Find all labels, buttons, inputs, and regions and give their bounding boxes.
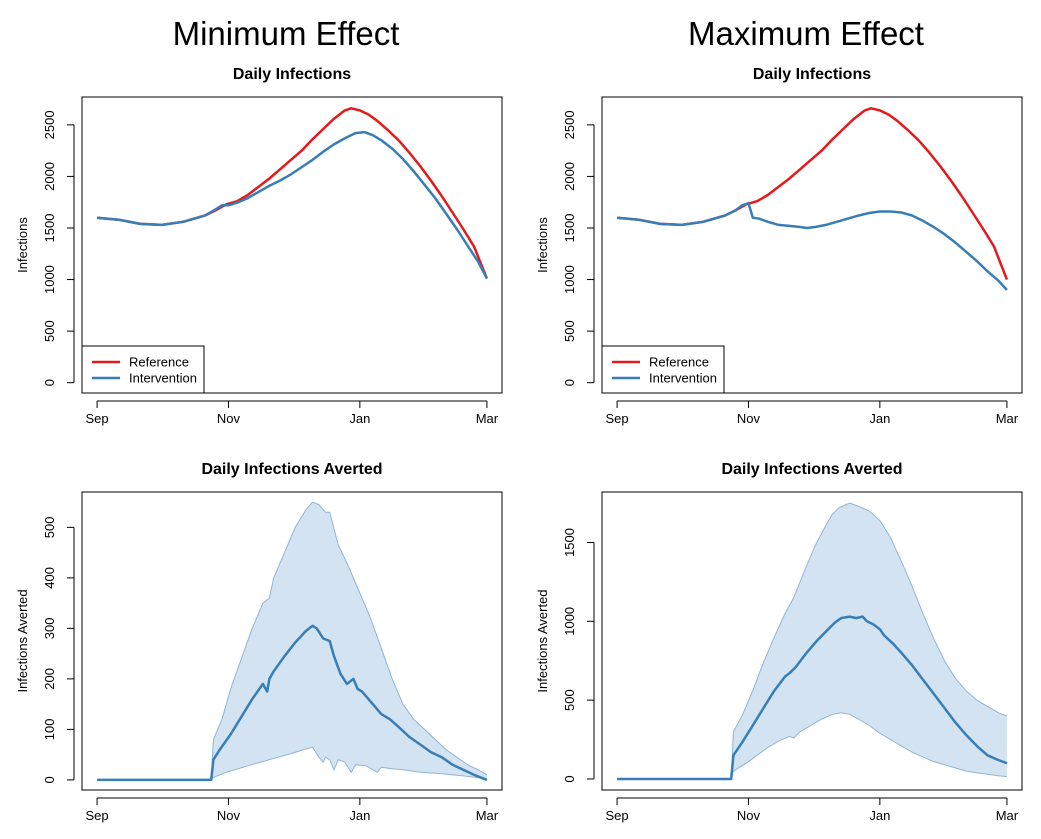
x-tick-label: Sep [86, 808, 109, 823]
y-tick-label: 100 [42, 719, 57, 741]
x-tick-label: Jan [869, 411, 890, 426]
chart-panel-4: Daily Infections Averted Infections Avert… [535, 461, 1023, 823]
lower-bound-line [617, 712, 1007, 780]
y-tick-label: 500 [562, 689, 577, 711]
y-tick-label: 300 [42, 618, 57, 640]
x-tick-label: Jan [349, 411, 370, 426]
chart-panel-3: Daily Infections Averted Infections Avert… [15, 461, 503, 823]
x-tick-label: Nov [217, 808, 241, 823]
x-tick-label: Sep [86, 411, 109, 426]
y-tick-label: 0 [562, 379, 577, 386]
y-tick-label: 1500 [562, 528, 577, 557]
y-tick-label: 1000 [562, 607, 577, 636]
plot-area [97, 501, 488, 782]
series-line-reference [616, 107, 1009, 281]
x-tick-label: Nov [217, 411, 241, 426]
y-tick-label: 2500 [42, 110, 57, 139]
median-averted-line [617, 615, 1008, 781]
chart-panel-2: Daily Infections Infections Sep Nov Jan Mar 0 5… [535, 66, 1023, 426]
y-tick-label: 2500 [562, 110, 577, 139]
legend-label: Intervention [649, 371, 717, 386]
plot-frame [81, 96, 503, 394]
plot-frame [601, 96, 1023, 394]
plot-title: Daily Infections Averted [201, 461, 382, 478]
y-tick-label: 400 [42, 567, 57, 589]
y-tick-label: 500 [42, 320, 57, 342]
legend-box [601, 345, 725, 394]
y-tick-label: 1500 [42, 214, 57, 243]
x-tick-label: Mar [996, 411, 1019, 426]
y-tick-label: 500 [562, 320, 577, 342]
upper-bound-line [617, 502, 1008, 780]
x-tick-label: Jan [869, 808, 890, 823]
x-tick-label: Jan [349, 808, 370, 823]
y-tick-label: 0 [562, 775, 577, 782]
plot-frame [601, 491, 1023, 791]
y-tick-label: 1000 [562, 265, 577, 294]
lower-bound-line [97, 746, 487, 781]
x-tick-label: Sep [606, 411, 629, 426]
upper-bound-line [97, 501, 488, 781]
x-tick-label: Sep [606, 808, 629, 823]
legend-box [81, 345, 205, 394]
x-tick-label: Mar [476, 808, 499, 823]
series-line-reference [96, 107, 489, 279]
plot-area [96, 107, 489, 280]
plot-frame [81, 491, 503, 791]
series-line-intervention [616, 201, 1008, 291]
column-title-maximum: Maximum Effect [688, 15, 924, 52]
y-axis-label: Infections Averted [15, 589, 30, 692]
column-title-minimum: Minimum Effect [173, 15, 400, 52]
y-tick-label: 2000 [562, 162, 577, 191]
uncertainty-band [97, 502, 487, 780]
y-tick-label: 1000 [42, 265, 57, 294]
plot-title: Daily Infections [233, 66, 351, 83]
x-tick-label: Nov [737, 808, 761, 823]
y-axis-label: Infections [535, 217, 550, 273]
plot-area [617, 502, 1008, 781]
series-line-intervention [96, 130, 489, 280]
plot-area [616, 107, 1009, 291]
legend-label: Reference [129, 355, 189, 370]
y-tick-label: 1500 [562, 214, 577, 243]
x-tick-label: Mar [476, 411, 499, 426]
uncertainty-band [617, 503, 1007, 779]
x-tick-label: Mar [996, 808, 1019, 823]
legend-label: Reference [649, 355, 709, 370]
plot-title: Daily Infections Averted [721, 461, 902, 478]
legend-label: Intervention [129, 371, 197, 386]
chart-panels: Daily Infections Infections Sep Nov Jan Mar 0 5… [15, 66, 1023, 823]
plot-title: Daily Infections [753, 66, 871, 83]
y-axis-label: Infections Averted [535, 589, 550, 692]
chart-panel-1: Daily Infections Infections Sep Nov Jan Mar 0 5… [15, 66, 503, 426]
y-axis-label: Infections [15, 217, 30, 273]
median-averted-line [97, 624, 488, 782]
y-tick-label: 0 [42, 776, 57, 783]
x-tick-label: Nov [737, 411, 761, 426]
y-tick-label: 200 [42, 668, 57, 690]
y-tick-label: 0 [42, 379, 57, 386]
y-tick-label: 2000 [42, 162, 57, 191]
y-tick-label: 500 [42, 517, 57, 539]
